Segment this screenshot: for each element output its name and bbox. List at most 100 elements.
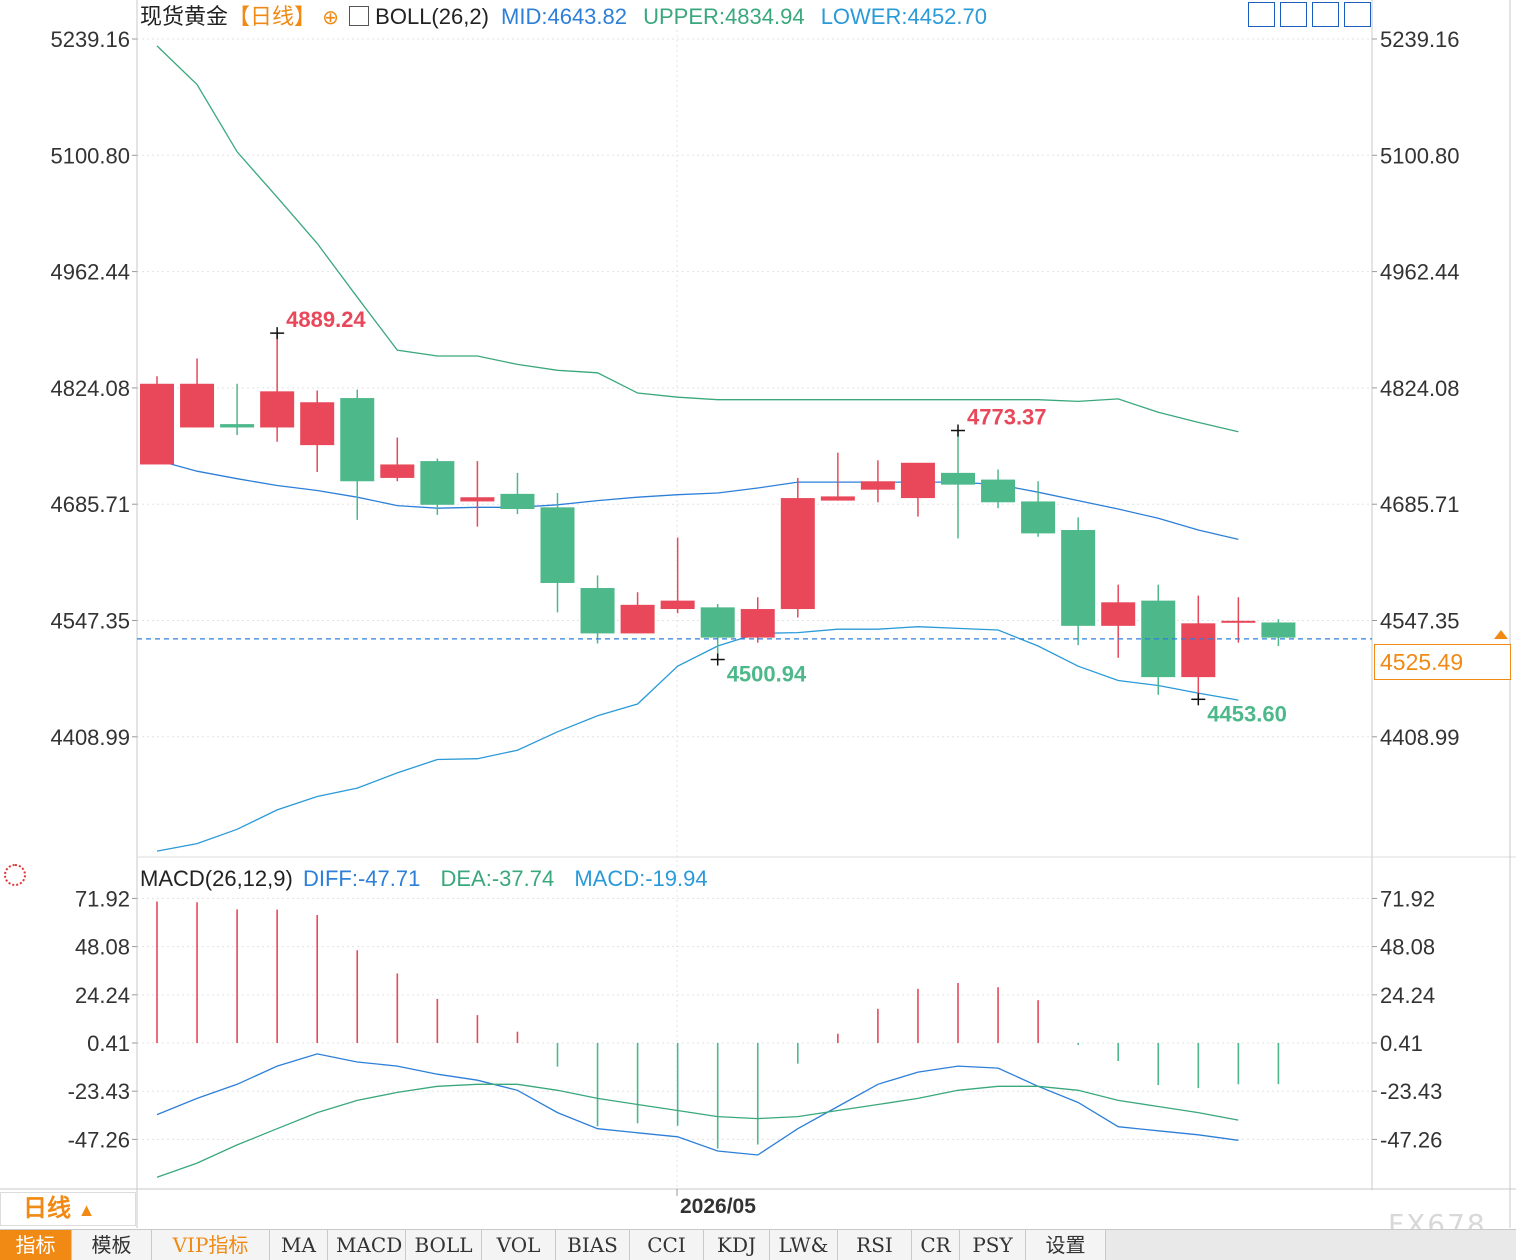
macd-tick-right: 0.41 xyxy=(1380,1031,1423,1056)
high-price-label: 4889.24 xyxy=(286,307,366,332)
macd-dea: DEA:-37.74 xyxy=(440,866,555,891)
tab-vip-indicator[interactable]: VIP指标 xyxy=(152,1230,270,1260)
candle-body xyxy=(220,424,255,428)
tab-cr[interactable]: CR xyxy=(912,1230,960,1260)
candle-body xyxy=(540,507,575,583)
price-annotations: 4889.24 4773.37 4500.94 4453.60 xyxy=(137,307,1372,726)
layout-icon[interactable] xyxy=(1248,2,1275,27)
boll-upper-line xyxy=(156,45,1239,433)
tab-cci[interactable]: CCI xyxy=(630,1230,704,1260)
macd-tick-right: 48.08 xyxy=(1380,935,1435,960)
macd-panel xyxy=(156,901,1280,1178)
candle-body xyxy=(780,498,815,610)
macd-diff-line xyxy=(156,1053,1239,1156)
candle-body xyxy=(1261,622,1296,638)
candle-body xyxy=(820,496,855,501)
tab-ma[interactable]: MA xyxy=(270,1230,328,1260)
macd-tick-right: -23.43 xyxy=(1380,1079,1442,1104)
macd-tick-left: 24.24 xyxy=(75,983,130,1008)
boll-upper: UPPER:4834.94 xyxy=(643,4,805,29)
macd-tick-right: 24.24 xyxy=(1380,983,1435,1008)
macd-header: MACD(26,12,9) DIFF:-47.71 DEA:-37.74 MAC… xyxy=(140,866,708,892)
grid-lines xyxy=(137,30,1372,1190)
candle-body xyxy=(981,479,1016,503)
candle-body xyxy=(660,600,695,610)
boll-label: BOLL(26,2) xyxy=(375,4,489,29)
candle-body xyxy=(300,402,335,446)
expand-icon[interactable] xyxy=(1344,2,1371,27)
macd-tick-left: 0.41 xyxy=(87,1031,130,1056)
macd-value: MACD:-19.94 xyxy=(574,866,708,891)
boll-lower: LOWER:4452.70 xyxy=(820,4,987,29)
chart-header: 现货黄金【日线】 ⊕ BOLL(26,2) MID:4643.82 UPPER:… xyxy=(140,4,987,31)
macd-diff: DIFF:-47.71 xyxy=(302,866,421,891)
boll-lower-line xyxy=(156,626,1239,852)
candle-body xyxy=(740,609,775,638)
price-tick-right: 5239.16 xyxy=(1380,27,1460,52)
price-tick-left: 4408.99 xyxy=(50,725,130,750)
high-price-label: 4773.37 xyxy=(967,405,1047,430)
indicator-tab-bar: 指标 模板 VIP指标 MA MACD BOLL VOL BIAS CCI KD… xyxy=(0,1229,1516,1260)
instrument-name: 现货黄金 xyxy=(140,4,229,29)
macd-tick-left: 48.08 xyxy=(75,935,130,960)
candlesticks xyxy=(140,333,1296,700)
price-tick-left: 5239.16 xyxy=(50,27,130,52)
tab-macd[interactable]: MACD xyxy=(328,1230,406,1260)
price-tick-left: 4962.44 xyxy=(50,260,130,285)
tab-settings[interactable]: 设置 xyxy=(1026,1230,1106,1260)
indicator-icon[interactable] xyxy=(349,6,370,26)
price-tick-left: 4685.71 xyxy=(50,492,130,517)
tab-lw[interactable]: LW& xyxy=(770,1230,838,1260)
macd-tick-right: -47.26 xyxy=(1380,1127,1442,1152)
boll-mid: MID:4643.82 xyxy=(501,4,627,29)
candle-body xyxy=(500,493,535,510)
last-price-marker-icon xyxy=(1494,630,1508,639)
candle-body xyxy=(460,497,495,502)
low-price-label: 4453.60 xyxy=(1207,701,1287,726)
boll-mid-line xyxy=(156,459,1239,541)
macd-tick-left: -23.43 xyxy=(68,1079,130,1104)
settings-sun-icon[interactable] xyxy=(4,864,26,886)
price-tick-right: 4547.35 xyxy=(1380,609,1460,634)
tab-indicator[interactable]: 指标 xyxy=(0,1230,72,1260)
candle-body xyxy=(1181,623,1216,678)
candle-body xyxy=(260,391,295,428)
candle-body xyxy=(340,398,375,482)
chart-style-icon[interactable] xyxy=(1280,2,1307,27)
macd-tick-right: 71.92 xyxy=(1380,886,1435,911)
axes xyxy=(0,0,1516,1228)
price-tick-right: 4962.44 xyxy=(1380,260,1460,285)
candle-body xyxy=(580,588,615,634)
candle-body xyxy=(700,607,735,638)
candle-body xyxy=(180,383,215,428)
candle-body xyxy=(140,383,174,465)
compare-icon[interactable] xyxy=(1312,2,1339,27)
macd-tick-left: 71.92 xyxy=(75,886,130,911)
last-price-label: 4525.49 xyxy=(1374,644,1511,680)
date-axis-label: 2026/05 xyxy=(680,1195,756,1218)
price-tick-right: 4685.71 xyxy=(1380,492,1460,517)
price-tick-right: 4824.08 xyxy=(1380,376,1460,401)
tab-vol[interactable]: VOL xyxy=(482,1230,556,1260)
crosshair-icon[interactable]: ⊕ xyxy=(322,7,339,29)
candle-body xyxy=(380,464,415,478)
candle-body xyxy=(420,461,455,505)
tab-template[interactable]: 模板 xyxy=(72,1230,152,1260)
caret-up-icon: ▲ xyxy=(77,1200,96,1220)
period-tag[interactable]: 【日线】 xyxy=(228,4,317,29)
candle-body xyxy=(1101,602,1136,626)
price-tick-left: 4547.35 xyxy=(50,609,130,634)
tab-boll[interactable]: BOLL xyxy=(406,1230,482,1260)
tab-kdj[interactable]: KDJ xyxy=(704,1230,770,1260)
tab-bias[interactable]: BIAS xyxy=(556,1230,630,1260)
macd-dea-line xyxy=(156,1083,1239,1178)
price-tick-right: 5100.80 xyxy=(1380,143,1460,168)
low-price-label: 4500.94 xyxy=(727,662,807,687)
tab-rsi[interactable]: RSI xyxy=(838,1230,912,1260)
period-label: 日线 xyxy=(23,1195,71,1222)
candle-body xyxy=(860,481,895,490)
period-selector[interactable]: 日线 ▲ xyxy=(0,1192,136,1226)
candle-body xyxy=(620,604,655,634)
tab-psy[interactable]: PSY xyxy=(960,1230,1026,1260)
